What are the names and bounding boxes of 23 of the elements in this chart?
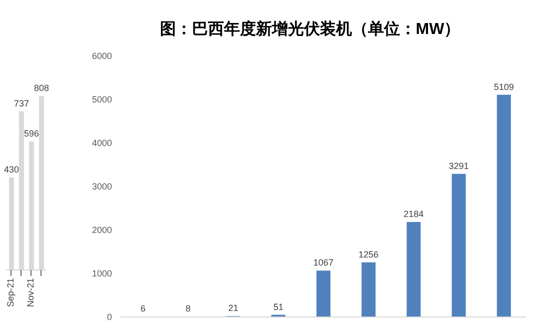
data-label: 737 xyxy=(14,98,30,108)
data-label: 21 xyxy=(228,303,238,314)
y-tick-label: 1000 xyxy=(92,268,112,279)
data-label: 430 xyxy=(4,164,20,174)
y-tick-label: 3000 xyxy=(92,182,112,192)
data-label: 1067 xyxy=(313,258,334,268)
data-label: 808 xyxy=(34,83,50,93)
data-label: 8 xyxy=(186,304,191,314)
data-label: 2184 xyxy=(404,208,424,219)
data-label: 3291 xyxy=(448,160,469,171)
data-label: 51 xyxy=(273,302,284,312)
data-label: 6 xyxy=(140,304,146,314)
x-tick-label: Sep-21 xyxy=(5,278,16,308)
y-tick-label: 2000 xyxy=(92,225,112,236)
x-tick-label: Nov-21 xyxy=(25,278,36,308)
y-tick-label: 0 xyxy=(106,312,112,322)
data-label: 1256 xyxy=(358,249,379,260)
y-tick-label: 5000 xyxy=(92,94,112,105)
chart-title: 图：巴西年度新增光伏装机（单位：MW） xyxy=(158,19,462,40)
data-label: 596 xyxy=(24,128,40,139)
y-tick-label: 4000 xyxy=(92,138,112,148)
data-label: 5109 xyxy=(494,82,514,92)
y-tick-label: 6000 xyxy=(92,51,112,62)
